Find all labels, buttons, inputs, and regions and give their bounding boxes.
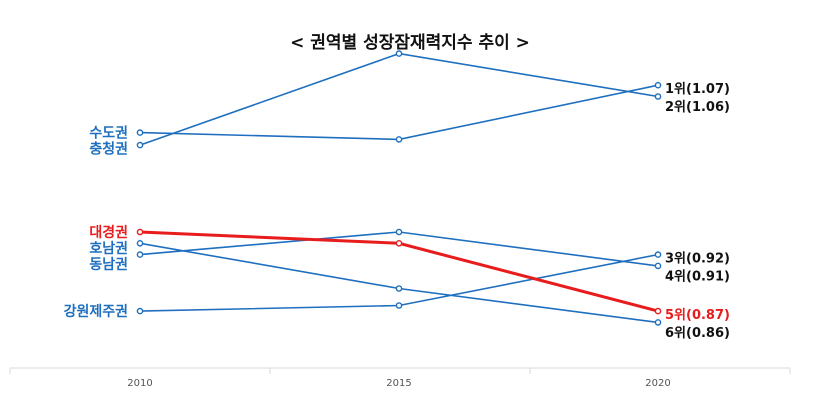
x-tick-label: 2010 — [127, 378, 152, 389]
data-point — [395, 239, 403, 247]
series-lines — [136, 50, 662, 326]
data-point — [136, 129, 144, 136]
data-point — [136, 251, 144, 258]
data-point — [395, 285, 403, 292]
data-point — [654, 251, 662, 258]
region-label: 호남권 — [89, 240, 128, 257]
data-point — [136, 141, 144, 149]
data-point — [136, 307, 144, 315]
region-label: 충청권 — [89, 142, 128, 158]
data-point — [654, 93, 662, 100]
data-point — [654, 81, 662, 89]
rank-label: 1위(1.07) — [665, 82, 730, 97]
data-point — [395, 50, 403, 57]
region-label: 강원제주권 — [64, 303, 128, 320]
region-label: 대경권 — [89, 224, 128, 241]
data-point — [136, 239, 144, 247]
data-point — [136, 228, 144, 236]
data-point — [654, 262, 662, 270]
rank-label: 4위(0.91) — [665, 270, 730, 285]
series-line — [139, 231, 659, 267]
data-point — [395, 136, 403, 143]
x-tick-label: 2015 — [386, 378, 411, 389]
rank-label: 2위(1.06) — [665, 100, 730, 115]
chart-title: < 권역별 성장잠재력지수 추이 > — [290, 33, 530, 53]
rank-label: 3위(0.92) — [665, 252, 730, 267]
series-line — [139, 84, 659, 141]
region-label: 수도권 — [89, 126, 128, 142]
region-label: 동남권 — [89, 256, 128, 273]
data-point — [395, 228, 403, 236]
data-point — [395, 302, 403, 309]
rank-label: 5위(0.87) — [665, 308, 730, 323]
data-point — [654, 307, 662, 315]
x-axis: 2010 2015 2020 — [9, 367, 791, 389]
series-line — [139, 52, 659, 146]
rank-label: 6위(0.86) — [665, 326, 730, 341]
x-tick-label: 2020 — [645, 378, 670, 389]
data-point — [654, 319, 662, 326]
